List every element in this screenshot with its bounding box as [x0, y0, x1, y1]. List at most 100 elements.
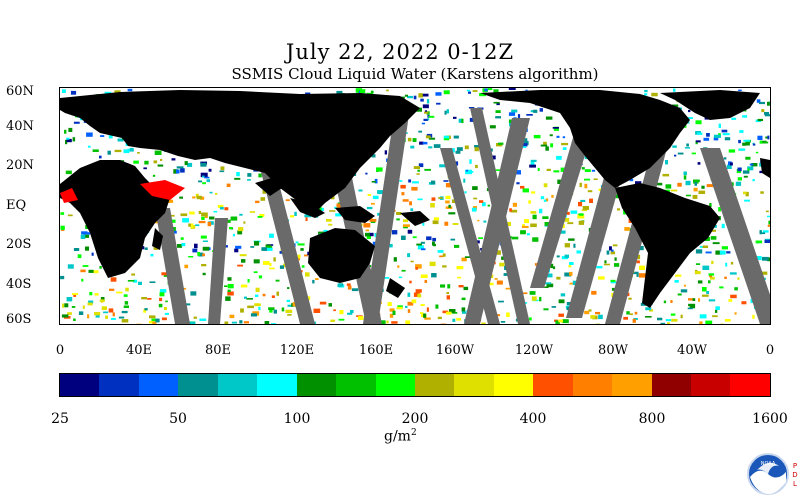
cloud-water-pixel	[457, 276, 462, 279]
cloud-water-pixel	[737, 177, 742, 181]
cloud-water-pixel	[685, 180, 691, 186]
cloud-water-pixel	[255, 287, 260, 293]
cloud-water-pixel	[689, 305, 696, 309]
cloud-water-pixel	[494, 278, 498, 280]
cloud-water-pixel	[196, 195, 202, 200]
lon-label-80w: 80W	[598, 343, 628, 358]
cloud-water-pixel	[253, 259, 260, 264]
cloud-water-pixel	[312, 279, 315, 284]
cloud-water-pixel	[220, 166, 225, 171]
cloud-water-pixel	[247, 179, 251, 181]
cloud-water-pixel	[70, 90, 77, 95]
cloud-water-pixel	[649, 309, 654, 312]
cloud-water-pixel	[224, 207, 229, 211]
cloud-water-pixel	[715, 306, 720, 310]
cloud-water-pixel	[419, 141, 424, 145]
cloud-water-pixel	[699, 314, 707, 319]
cloud-water-pixel	[71, 306, 76, 308]
cloud-water-pixel	[452, 312, 458, 314]
cloud-water-pixel	[237, 230, 243, 235]
cloud-water-pixel	[614, 257, 617, 261]
cloud-water-pixel	[213, 210, 218, 213]
cloud-water-pixel	[759, 230, 762, 235]
cloud-water-pixel	[157, 164, 164, 167]
cloud-water-pixel	[431, 180, 436, 185]
cloud-water-pixel	[479, 93, 486, 97]
land-masses	[60, 90, 770, 308]
cloud-water-pixel	[644, 93, 648, 96]
cloud-water-pixel	[747, 166, 754, 171]
cloud-water-pixel	[556, 276, 561, 280]
cloud-water-pixel	[493, 169, 501, 171]
cloud-water-pixel	[447, 284, 451, 289]
cloud-water-pixel	[144, 247, 148, 250]
cloud-water-pixel	[407, 253, 411, 258]
lat-label-60n: 60N	[6, 84, 34, 99]
cloud-water-pixel	[558, 299, 565, 304]
lon-label-160e: 160E	[358, 343, 394, 358]
cloud-water-pixel	[99, 155, 102, 159]
cloud-water-pixel	[158, 303, 163, 308]
cloud-water-pixel	[453, 116, 457, 119]
cloud-water-pixel	[229, 314, 235, 319]
cloud-water-pixel	[759, 140, 763, 144]
cloud-water-pixel	[409, 280, 412, 284]
cloud-water-pixel	[379, 320, 386, 324]
cloud-water-pixel	[372, 195, 379, 200]
cloud-water-pixel	[496, 250, 501, 255]
cloud-water-pixel	[458, 118, 463, 123]
cloud-water-pixel	[424, 279, 428, 283]
cloud-water-pixel	[761, 109, 765, 113]
cloud-water-pixel	[67, 264, 74, 269]
madagascar-landmass	[152, 228, 163, 250]
cloud-water-pixel	[206, 179, 210, 183]
cloud-water-pixel	[422, 223, 425, 226]
cloud-water-pixel	[532, 237, 539, 242]
cloud-water-pixel	[545, 116, 553, 120]
cloud-water-pixel	[208, 168, 212, 172]
cloud-water-pixel	[742, 115, 748, 118]
cloud-water-pixel	[543, 141, 547, 146]
cloud-water-pixel	[404, 94, 408, 97]
cloud-water-pixel	[713, 134, 721, 138]
cloud-water-pixel	[193, 316, 197, 319]
cloud-water-pixel	[81, 231, 88, 235]
cloud-water-pixel	[537, 167, 540, 171]
colorbar-tick-200: 200	[401, 411, 429, 427]
cloud-water-pixel	[456, 318, 461, 321]
lat-label-20s: 20S	[6, 237, 32, 252]
cloud-water-pixel	[745, 191, 749, 197]
cloud-water-pixel	[330, 319, 336, 322]
cloud-water-pixel	[745, 156, 751, 160]
color-scale-bar	[59, 373, 771, 397]
colorbar-tick-400: 400	[519, 411, 547, 427]
cloud-water-pixel	[453, 135, 459, 139]
cloud-water-pixel	[582, 206, 589, 210]
cloud-water-pixel	[477, 219, 480, 222]
cloud-water-pixel	[461, 118, 464, 124]
colorbar-tick-800: 800	[638, 411, 666, 427]
cloud-water-pixel	[109, 288, 115, 291]
cloud-water-pixel	[721, 129, 728, 133]
cloud-water-pixel	[224, 285, 228, 287]
cloud-water-pixel	[611, 249, 614, 252]
cloud-water-pixel	[137, 152, 140, 154]
cloud-water-pixel	[431, 273, 437, 278]
color-swatch	[257, 374, 297, 396]
cloud-water-pixel	[764, 112, 769, 115]
cloud-water-pixel	[465, 169, 469, 172]
cloud-water-pixel	[475, 164, 478, 169]
cloud-water-pixel	[742, 170, 750, 174]
cloud-water-pixel	[405, 305, 408, 308]
cloud-water-pixel	[680, 289, 688, 293]
cloud-water-pixel	[150, 253, 154, 257]
cloud-water-pixel	[184, 161, 188, 166]
cloud-water-pixel	[154, 150, 162, 155]
cloud-water-pixel	[738, 148, 746, 151]
cloud-water-pixel	[423, 313, 427, 318]
cloud-water-pixel	[320, 207, 324, 211]
cloud-water-pixel	[365, 232, 370, 237]
cloud-water-pixel	[108, 308, 114, 313]
cloud-water-pixel	[544, 222, 552, 226]
cloud-water-pixel	[439, 255, 444, 258]
